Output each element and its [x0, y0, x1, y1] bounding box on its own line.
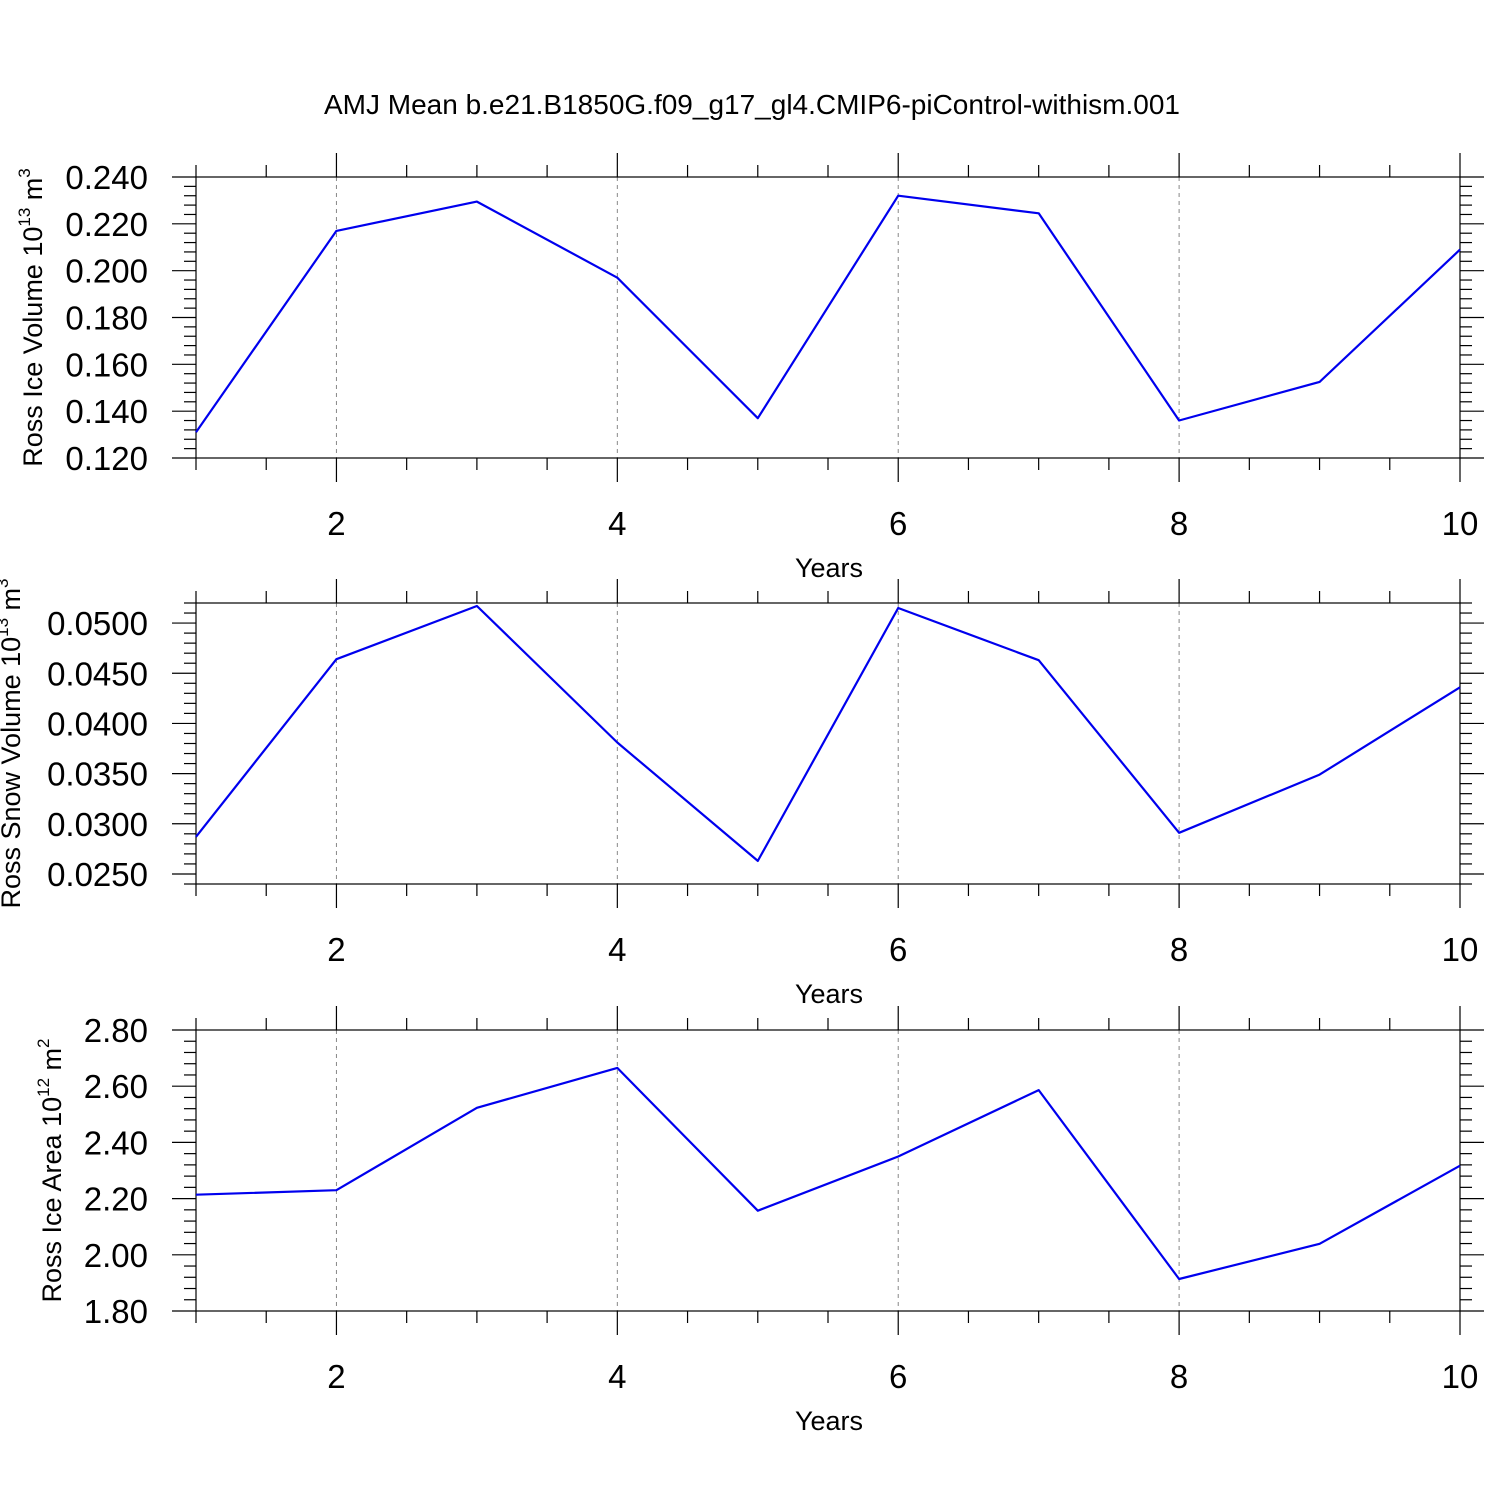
- y-tick-label: 0.0350: [47, 756, 148, 793]
- x-tick-label: 10: [1442, 505, 1479, 542]
- x-tick-label: 4: [608, 1358, 626, 1395]
- x-tick-label: 10: [1442, 1358, 1479, 1395]
- series-line: [195, 604, 1461, 863]
- y-tick-label: 0.140: [65, 393, 148, 430]
- y-tick-label: 2.20: [84, 1181, 148, 1218]
- y-tick-label: 2.80: [84, 1012, 148, 1049]
- y-tick-label: 0.0450: [47, 655, 148, 692]
- y-tick-label: 0.180: [65, 300, 148, 337]
- x-tick-label: 2: [327, 1358, 345, 1395]
- x-tick-label: 6: [889, 931, 907, 968]
- figure-title: AMJ Mean b.e21.B1850G.f09_g17_gl4.CMIP6-…: [324, 89, 1180, 120]
- plot-frame: [195, 176, 1461, 459]
- series-line: [195, 194, 1461, 433]
- x-tick-label: 6: [889, 505, 907, 542]
- plot-frame: [195, 602, 1461, 885]
- x-tick-label: 8: [1170, 1358, 1188, 1395]
- chart-panel-1: 0.120 0.140 0.160 0.180 0.200 0.220 0.240 2 4 6 8 1…: [15, 153, 1484, 583]
- y-tick-label: 2.00: [84, 1237, 148, 1274]
- chart-panel-2: 0.0250 0.0300 0.0350 0.0400 0.0450 0.0500 2 4 6 8…: [0, 578, 1484, 1009]
- y-tick-label: 0.220: [65, 206, 148, 243]
- plot-frame: [195, 1029, 1461, 1312]
- x-tick-label: 4: [608, 505, 626, 542]
- x-tick-label: 4: [608, 931, 626, 968]
- y-tick-label: 2.40: [84, 1124, 148, 1161]
- series-line: [195, 1066, 1461, 1281]
- x-axis-title: Years: [795, 1406, 863, 1436]
- y-tick-label: 2.60: [84, 1068, 148, 1105]
- y-axis-title: Ross Snow Volume 1013 m3: [0, 578, 26, 908]
- x-axis-title: Years: [795, 553, 863, 583]
- y-tick-label: 0.200: [65, 253, 148, 290]
- y-tick-label: 0.240: [65, 159, 148, 196]
- y-axis-title: Ross Ice Area 1012 m2: [34, 1038, 67, 1302]
- y-tick-label: 0.0500: [47, 605, 148, 642]
- x-tick-label: 8: [1170, 505, 1188, 542]
- y-tick-label: 0.0250: [47, 856, 148, 893]
- y-tick-label: 1.80: [84, 1293, 148, 1330]
- y-tick-label: 0.0300: [47, 806, 148, 843]
- x-tick-label: 2: [327, 505, 345, 542]
- x-tick-label: 8: [1170, 931, 1188, 968]
- chart-panel-3: 1.80 2.00 2.20 2.40 2.60 2.80 2 4 6 8 10 Years Ross …: [34, 1006, 1484, 1436]
- x-tick-label: 6: [889, 1358, 907, 1395]
- y-tick-label: 0.160: [65, 346, 148, 383]
- y-tick-label: 0.0400: [47, 705, 148, 742]
- y-axis-title: Ross Ice Volume 1013 m3: [15, 168, 48, 467]
- x-axis-title: Years: [795, 979, 863, 1009]
- x-tick-label: 2: [327, 931, 345, 968]
- x-tick-label: 10: [1442, 931, 1479, 968]
- y-tick-label: 0.120: [65, 440, 148, 477]
